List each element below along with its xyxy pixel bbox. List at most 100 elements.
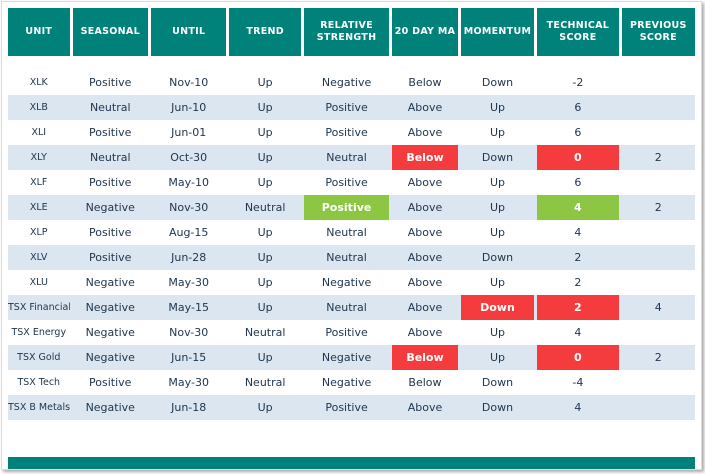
cell-trend: Up bbox=[257, 126, 273, 139]
cell-20-day-ma: Below bbox=[392, 345, 458, 370]
cell-previous-score bbox=[622, 120, 695, 145]
table-row: TSX Tech Positive May-30 Neutral Negative Bel… bbox=[8, 370, 695, 395]
cell-unit: TSX Tech bbox=[17, 377, 61, 388]
cell-unit: TSX Energy bbox=[11, 327, 67, 338]
cell-unit: XLK bbox=[29, 77, 48, 88]
header-seasonal: SEASONAL bbox=[72, 8, 148, 56]
table-row: XLE Negative Nov-30 Neutral Positive Above Up 4… bbox=[8, 195, 695, 220]
table-row: XLU Negative May-30 Up Negative Above Up 2 bbox=[8, 270, 695, 295]
cell-until: Nov-10 bbox=[169, 76, 209, 89]
cell-unit: XLP bbox=[30, 227, 48, 238]
cell-relative-strength: Negative bbox=[321, 376, 372, 389]
cell-seasonal: Neutral bbox=[89, 101, 131, 114]
cell-unit: XLY bbox=[30, 152, 47, 163]
table-row: TSX Energy Negative Nov-30 Neutral Positive A… bbox=[8, 320, 695, 345]
table-row: XLY Neutral Oct-30 Up Neutral Below Down 0 2 bbox=[8, 145, 695, 170]
cell-seasonal: Negative bbox=[85, 276, 135, 289]
cell-until: May-10 bbox=[168, 176, 209, 189]
cell-unit: XLU bbox=[29, 277, 48, 288]
cell-unit: XLI bbox=[31, 127, 47, 138]
cell-until: May-30 bbox=[168, 376, 209, 389]
cell-trend: Up bbox=[257, 401, 273, 414]
header-20-day-ma: 20 DAY MA bbox=[392, 8, 458, 56]
cell-20-day-ma: Above bbox=[407, 401, 443, 414]
cell-unit: XLV bbox=[30, 252, 48, 263]
cell-20-day-ma: Above bbox=[407, 301, 443, 314]
cell-relative-strength: Negative bbox=[321, 351, 372, 364]
table-row: XLB Neutral Jun-10 Up Positive Above Up 6 bbox=[8, 95, 695, 120]
cell-momentum: Down bbox=[460, 295, 535, 320]
cell-until: Jun-28 bbox=[171, 251, 207, 264]
cell-seasonal: Positive bbox=[89, 226, 132, 239]
cell-until: Oct-30 bbox=[170, 151, 208, 164]
cell-technical-score: 4 bbox=[574, 326, 582, 339]
cell-previous-score bbox=[622, 270, 695, 295]
cell-technical-score: 4 bbox=[574, 226, 582, 239]
cell-relative-strength: Positive bbox=[303, 195, 390, 220]
header-relative-strength: RELATIVE STRENGTH bbox=[303, 8, 390, 56]
cell-unit: TSX B Metals bbox=[8, 402, 70, 413]
table-row: TSX Gold Negative Jun-15 Up Negative Below Up 0… bbox=[8, 345, 695, 370]
cell-until: Jun-10 bbox=[171, 101, 207, 114]
cell-seasonal: Positive bbox=[89, 251, 132, 264]
cell-unit: TSX Financial bbox=[8, 302, 70, 313]
table-row: TSX B Metals Negative Jun-18 Up Positive Abov… bbox=[8, 395, 695, 420]
cell-seasonal: Positive bbox=[89, 176, 132, 189]
cell-seasonal: Negative bbox=[85, 201, 135, 214]
cell-previous-score: 2 bbox=[654, 151, 662, 164]
cell-technical-score: 2 bbox=[574, 276, 582, 289]
cell-20-day-ma: Above bbox=[407, 201, 443, 214]
cell-relative-strength: Negative bbox=[321, 276, 372, 289]
cell-seasonal: Negative bbox=[85, 351, 135, 364]
cell-20-day-ma: Above bbox=[407, 226, 443, 239]
cell-until: Jun-15 bbox=[171, 351, 207, 364]
cell-20-day-ma: Above bbox=[407, 176, 443, 189]
cell-seasonal: Positive bbox=[89, 76, 132, 89]
cell-previous-score bbox=[622, 245, 695, 270]
cell-trend: Up bbox=[257, 351, 273, 364]
table-row: XLI Positive Jun-01 Up Positive Above Up 6 bbox=[8, 120, 695, 145]
cell-momentum: Up bbox=[489, 351, 505, 364]
header-previous-score: PREVIOUS SCORE bbox=[621, 8, 696, 56]
cell-previous-score: 2 bbox=[654, 201, 662, 214]
cell-momentum: Down bbox=[481, 401, 514, 414]
cell-relative-strength: Negative bbox=[321, 76, 372, 89]
cell-unit: XLE bbox=[29, 202, 48, 213]
cell-trend: Up bbox=[257, 76, 273, 89]
cell-technical-score: 0 bbox=[537, 345, 619, 370]
cell-momentum: Up bbox=[489, 101, 505, 114]
cell-trend: Up bbox=[257, 151, 273, 164]
table-row: XLK Positive Nov-10 Up Negative Below Down -2 bbox=[8, 70, 695, 95]
cell-trend: Up bbox=[257, 276, 273, 289]
cell-previous-score bbox=[622, 220, 695, 245]
cell-20-day-ma: Above bbox=[407, 276, 443, 289]
cell-technical-score: -4 bbox=[572, 376, 584, 389]
cell-trend: Up bbox=[257, 226, 273, 239]
cell-relative-strength: Positive bbox=[325, 401, 368, 414]
cell-momentum: Down bbox=[481, 76, 514, 89]
cell-relative-strength: Positive bbox=[325, 101, 368, 114]
cell-unit: TSX Gold bbox=[17, 352, 61, 363]
cell-20-day-ma: Above bbox=[407, 101, 443, 114]
header-spacer bbox=[8, 56, 695, 70]
cell-trend: Neutral bbox=[244, 326, 286, 339]
cell-momentum: Up bbox=[489, 176, 505, 189]
cell-unit: XLB bbox=[29, 102, 48, 113]
cell-technical-score: 4 bbox=[537, 195, 619, 220]
cell-unit: XLF bbox=[30, 177, 48, 188]
cell-technical-score: 0 bbox=[537, 145, 619, 170]
table-row: XLV Positive Jun-28 Up Neutral Above Down 2 bbox=[8, 245, 695, 270]
cell-until: Nov-30 bbox=[169, 326, 209, 339]
cell-technical-score: -2 bbox=[572, 76, 584, 89]
header-unit: UNIT bbox=[8, 8, 70, 56]
cell-momentum: Up bbox=[489, 326, 505, 339]
cell-seasonal: Positive bbox=[89, 376, 132, 389]
cell-previous-score bbox=[622, 395, 695, 420]
scorecard-table: UNIT SEASONAL UNTIL TREND RELATIVE STRENGTH 2… bbox=[2, 2, 701, 469]
cell-technical-score: 4 bbox=[574, 401, 582, 414]
footer-bar bbox=[8, 457, 695, 469]
cell-previous-score: 4 bbox=[654, 301, 662, 314]
cell-trend: Up bbox=[257, 251, 273, 264]
cell-20-day-ma: Above bbox=[407, 251, 443, 264]
